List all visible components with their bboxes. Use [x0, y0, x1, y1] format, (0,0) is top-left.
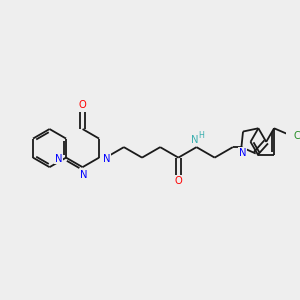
Text: N: N: [191, 136, 198, 146]
Text: N: N: [238, 148, 246, 158]
Text: N: N: [55, 154, 62, 164]
Text: N: N: [80, 170, 87, 180]
Text: Cl: Cl: [293, 131, 300, 142]
Text: O: O: [175, 176, 182, 186]
Text: H: H: [198, 131, 204, 140]
Text: N: N: [103, 154, 110, 164]
Text: O: O: [79, 100, 86, 110]
